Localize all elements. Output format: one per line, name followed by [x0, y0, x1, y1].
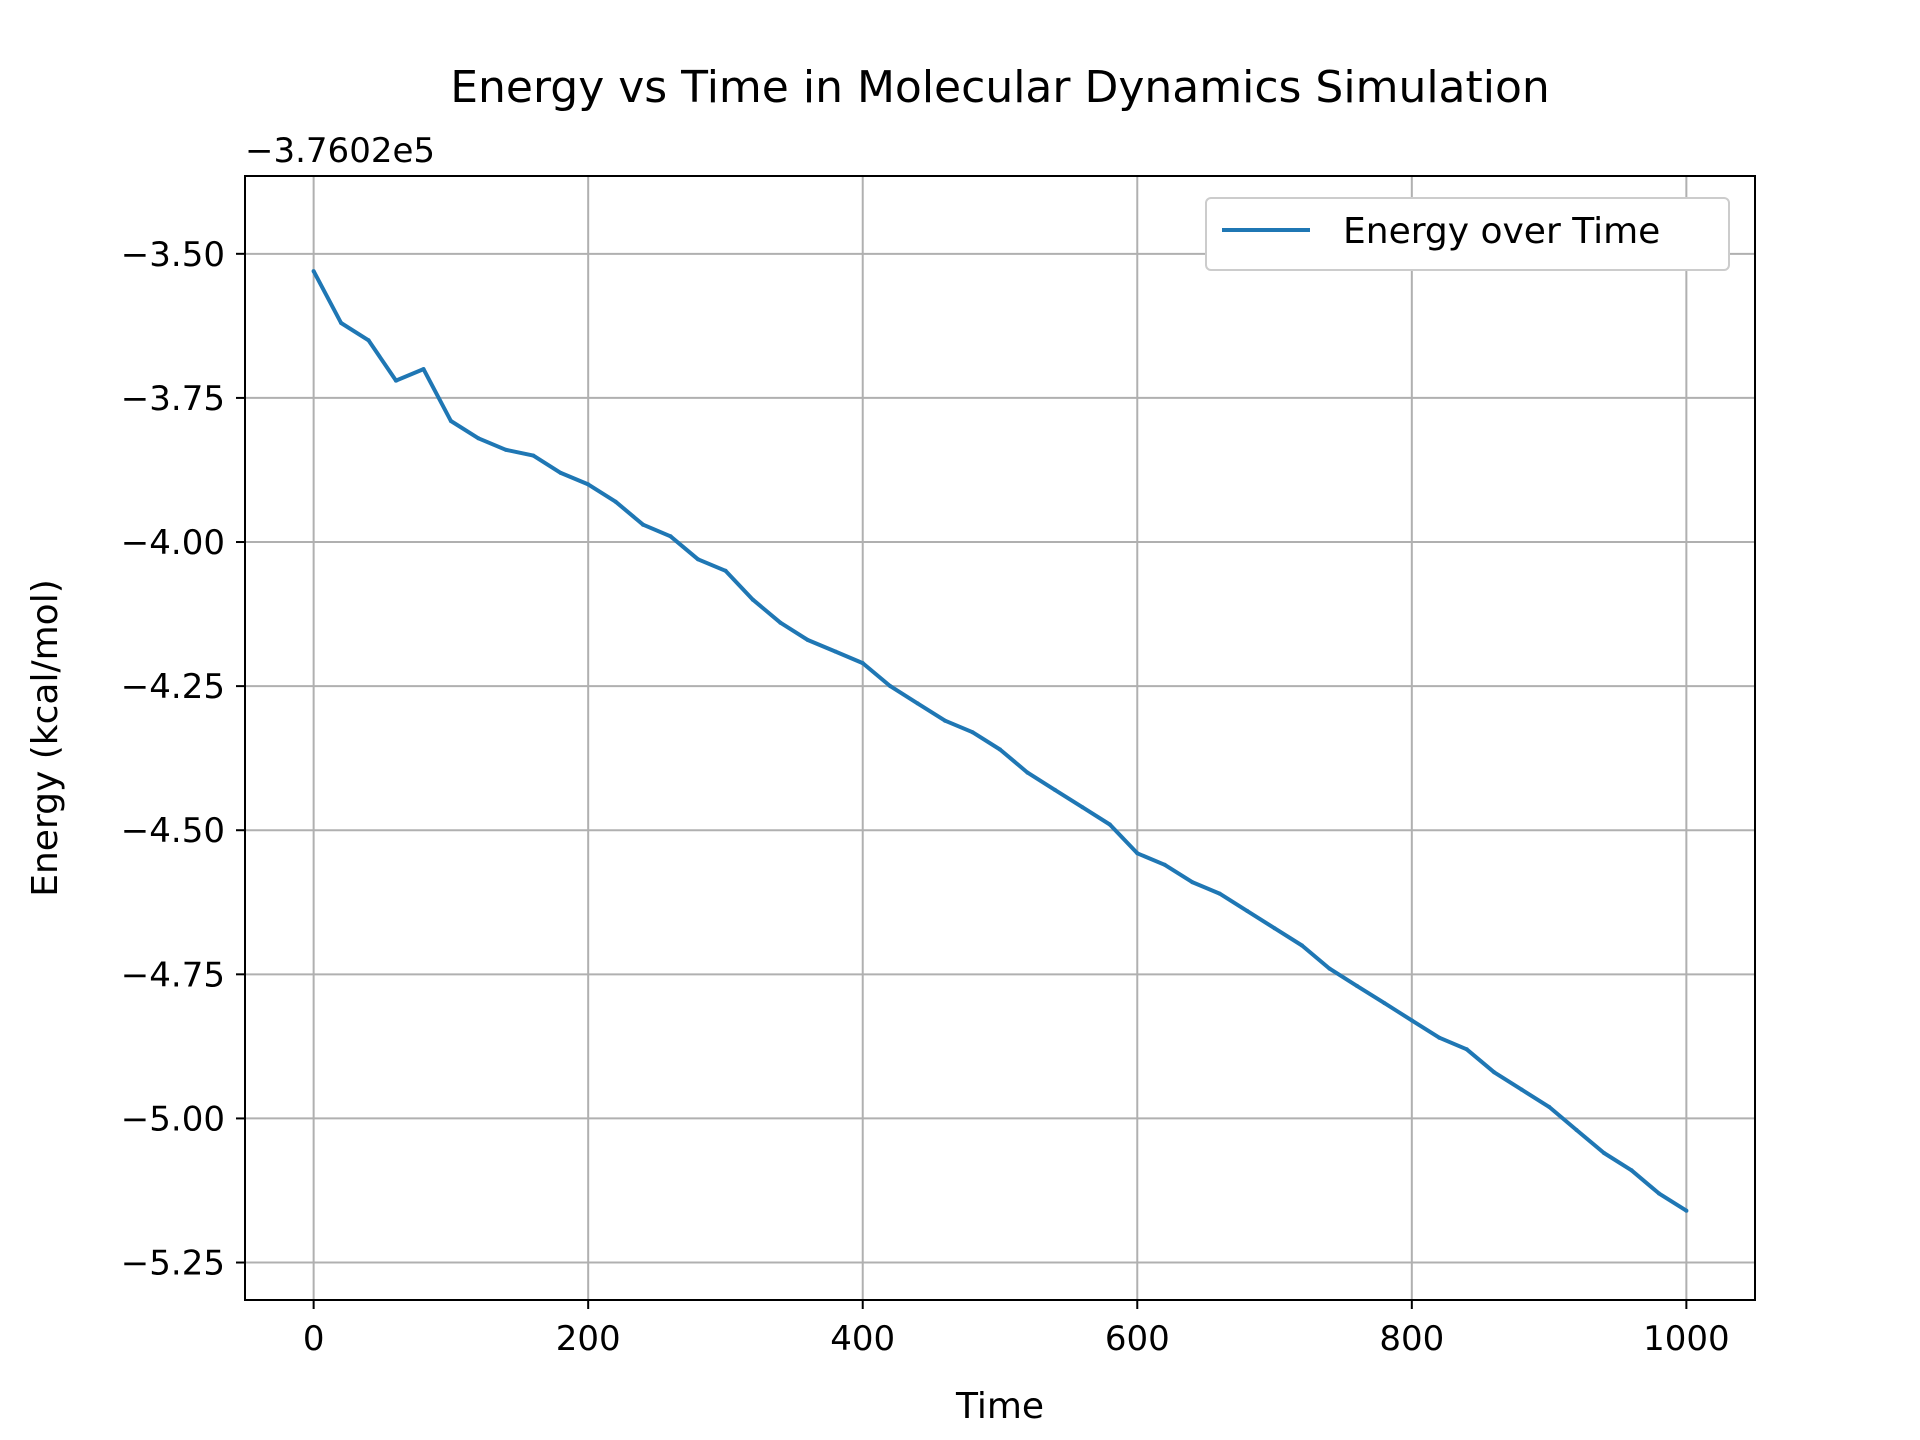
data-point	[1519, 1087, 1524, 1092]
data-point	[1492, 1070, 1497, 1075]
data-point	[1327, 966, 1332, 971]
data-point	[1245, 908, 1250, 913]
data-point	[723, 568, 728, 573]
data-point	[1190, 880, 1195, 885]
data-point	[970, 730, 975, 735]
x-axis-label: Time	[955, 1386, 1044, 1427]
data-point	[1107, 822, 1112, 827]
chart-title: Energy vs Time in Molecular Dynamics Sim…	[450, 62, 1550, 113]
y-tick-label: −5.25	[121, 1244, 225, 1284]
data-point	[1629, 1168, 1634, 1173]
data-point	[1080, 805, 1085, 810]
data-point	[1574, 1128, 1579, 1132]
data-point	[998, 747, 1002, 752]
x-tick-label: 400	[830, 1319, 895, 1359]
data-point	[833, 649, 838, 654]
data-point	[586, 482, 591, 487]
data-point	[1354, 983, 1359, 988]
data-point	[613, 499, 618, 504]
y-axis-label: Energy (kcal/mol)	[25, 579, 66, 897]
x-tick-label: 200	[556, 1319, 621, 1359]
data-point	[805, 638, 810, 642]
data-point	[888, 684, 893, 689]
y-tick-label: −4.00	[121, 523, 225, 563]
data-point	[448, 419, 453, 423]
y-tick-label: −4.25	[121, 667, 225, 707]
data-point	[558, 470, 563, 475]
data-point	[1217, 891, 1222, 896]
data-point	[1464, 1047, 1469, 1052]
y-tick-label: −3.50	[121, 235, 225, 275]
series-layer	[311, 269, 1689, 1213]
data-point	[1052, 787, 1057, 792]
legend: Energy over Time	[1205, 197, 1730, 271]
y-tick-label: −4.50	[121, 811, 225, 851]
plot-area-frame	[244, 175, 1756, 1301]
legend-label: Energy over Time	[1343, 211, 1660, 252]
data-point	[860, 661, 865, 666]
data-point	[503, 447, 508, 452]
y-tick-label: −4.75	[121, 955, 225, 995]
data-point	[366, 338, 371, 343]
data-point	[915, 701, 920, 706]
data-point	[1547, 1104, 1552, 1109]
data-point	[1656, 1191, 1661, 1196]
data-point	[1437, 1035, 1442, 1040]
data-point	[1409, 1018, 1414, 1023]
legend-box	[1205, 197, 1730, 271]
data-point	[531, 453, 536, 458]
data-point	[339, 321, 344, 325]
data-point	[641, 522, 646, 527]
data-point	[668, 534, 673, 539]
y-tick-label: −5.00	[121, 1099, 225, 1139]
data-point	[1025, 770, 1030, 775]
data-point	[421, 367, 426, 372]
y-tick-label: −3.75	[121, 379, 225, 419]
y-axis-ticks: −3.50 −3.75 −4.00 −4.25 −4.50 −4.75 −5.00 −5.25	[121, 235, 245, 1284]
data-point	[1272, 926, 1277, 931]
data-point	[476, 436, 481, 441]
x-tick-label: 1000	[1643, 1319, 1730, 1359]
data-point	[696, 557, 700, 562]
data-point	[394, 378, 398, 383]
data-point	[1684, 1208, 1689, 1213]
data-point	[1382, 1001, 1387, 1006]
y-axis-offset-label: −3.7602e5	[245, 131, 435, 171]
data-point	[750, 597, 755, 602]
data-point	[1602, 1151, 1606, 1155]
x-axis-ticks: 0 200 400 600 800 1000	[303, 1300, 1730, 1359]
data-point	[311, 269, 316, 274]
x-tick-label: 0	[303, 1319, 325, 1359]
data-point	[1300, 943, 1304, 948]
data-point	[943, 718, 948, 723]
x-tick-label: 800	[1379, 1319, 1444, 1359]
data-point	[778, 620, 783, 625]
grid-lines	[245, 176, 1755, 1300]
data-point	[1135, 851, 1140, 856]
x-tick-label: 600	[1105, 1319, 1170, 1359]
data-point	[1162, 862, 1167, 867]
